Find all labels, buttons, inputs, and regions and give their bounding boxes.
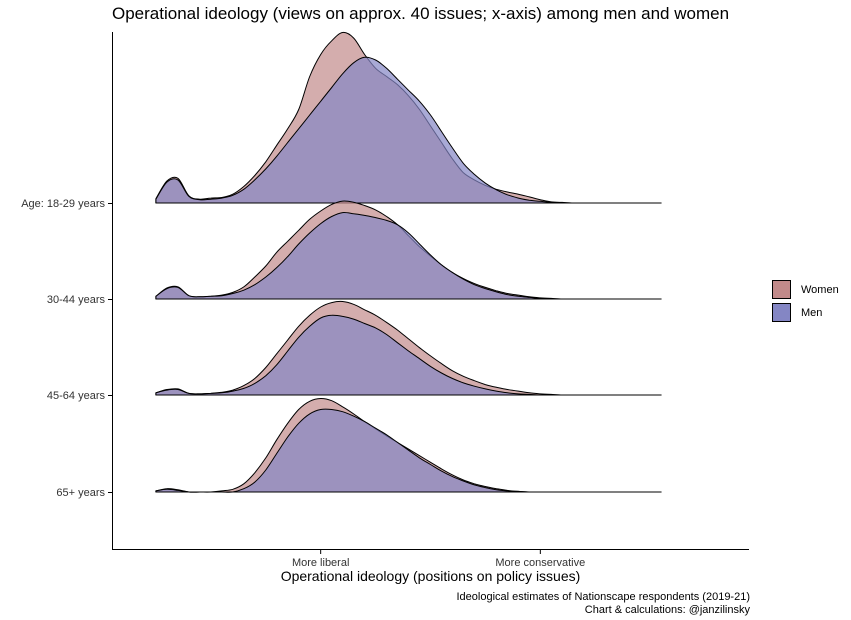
x-axis-title: Operational ideology (positions on polic… [280, 568, 581, 584]
ridge-layers [155, 31, 662, 493]
x-ticks: More liberal More conservative [292, 549, 585, 569]
legend-label-women: Women [801, 283, 839, 296]
chart-caption: Ideological estimates of Nationscape res… [456, 591, 750, 617]
x-tick-label-2: More conservative [495, 557, 585, 569]
legend-item-women: Women [772, 278, 839, 301]
ridge-men-2 [155, 212, 662, 300]
x-tick-label-1: More liberal [292, 557, 349, 569]
axes [112, 32, 749, 550]
legend-label-men: Men [801, 306, 823, 319]
caption-line-credit: Chart & calculations: @janzilinsky [584, 604, 750, 616]
y-ticks: Age: 18-29 years 30-44 years 45-64 years 65… [21, 198, 112, 499]
legend-swatch-women [772, 280, 791, 299]
chart-title: Operational ideology (views on approx. 4… [112, 4, 730, 23]
y-tick-label-4: 65+ years [56, 487, 105, 499]
caption-line-source: Ideological estimates of Nationscape res… [456, 591, 750, 603]
legend: Women Men [772, 278, 839, 324]
legend-swatch-men [772, 303, 791, 322]
ridge-men-1 [155, 56, 662, 204]
y-tick-label-3: 45-64 years [47, 390, 106, 402]
ridge-men-3 [155, 314, 662, 396]
legend-item-men: Men [772, 301, 839, 324]
y-tick-label-2: 30-44 years [47, 294, 106, 306]
ridge-men-4 [155, 408, 662, 493]
y-tick-label-1: Age: 18-29 years [21, 198, 105, 210]
